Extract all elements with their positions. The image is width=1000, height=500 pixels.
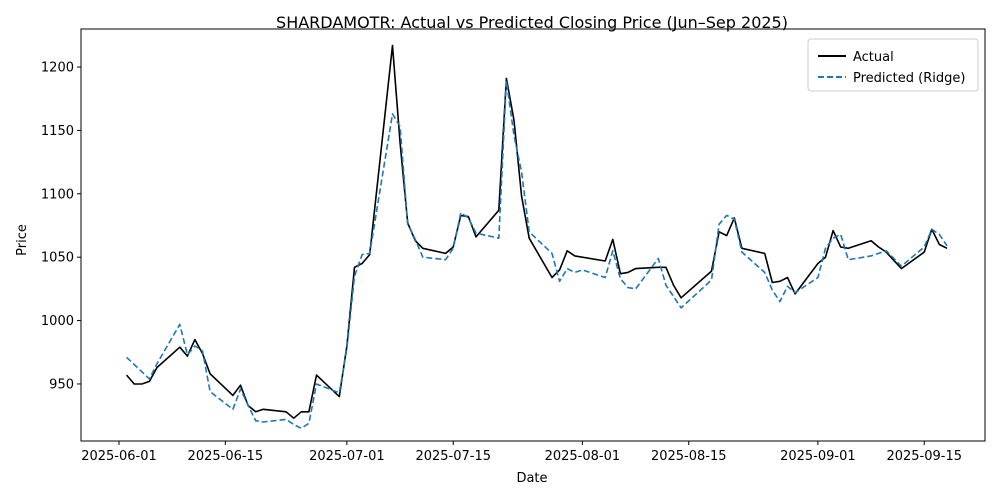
legend-label-actual: Actual <box>853 50 894 65</box>
x-tick-label: 2025-06-15 <box>188 449 264 464</box>
y-tick-label: 1150 <box>41 124 74 139</box>
series-layer <box>125 44 948 430</box>
series-line-actual <box>125 44 948 419</box>
x-tick-label: 2025-07-15 <box>415 449 491 464</box>
y-axis: 950 1000 1050 1100 1150 1200 <box>41 61 81 392</box>
x-tick-label: 2025-08-01 <box>545 449 621 464</box>
x-axis: 2025-06-01 2025-06-15 2025-07-01 2025-07-15… <box>81 441 962 464</box>
legend: Actual Predicted (Ridge) <box>807 38 979 92</box>
y-tick-label: 1050 <box>41 251 74 266</box>
legend-label-predicted: Predicted (Ridge) <box>853 71 965 86</box>
x-tick-label: 2025-06-01 <box>81 449 157 464</box>
x-tick-label: 2025-08-15 <box>651 449 727 464</box>
y-axis-label: Price <box>15 224 30 256</box>
y-tick-label: 1000 <box>41 314 74 329</box>
x-axis-label: Date <box>516 471 547 486</box>
y-tick-label: 950 <box>49 377 74 392</box>
chart-title: SHARDAMOTR: Actual vs Predicted Closing … <box>276 13 788 32</box>
x-tick-label: 2025-07-01 <box>309 449 385 464</box>
legend-box <box>807 38 979 92</box>
y-tick-label: 1200 <box>41 61 74 76</box>
x-tick-label: 2025-09-01 <box>780 449 856 464</box>
series-line-predicted <box>126 80 948 430</box>
y-tick-label: 1100 <box>41 187 74 202</box>
x-tick-label: 2025-09-15 <box>886 449 962 464</box>
plot-frame <box>80 28 986 442</box>
